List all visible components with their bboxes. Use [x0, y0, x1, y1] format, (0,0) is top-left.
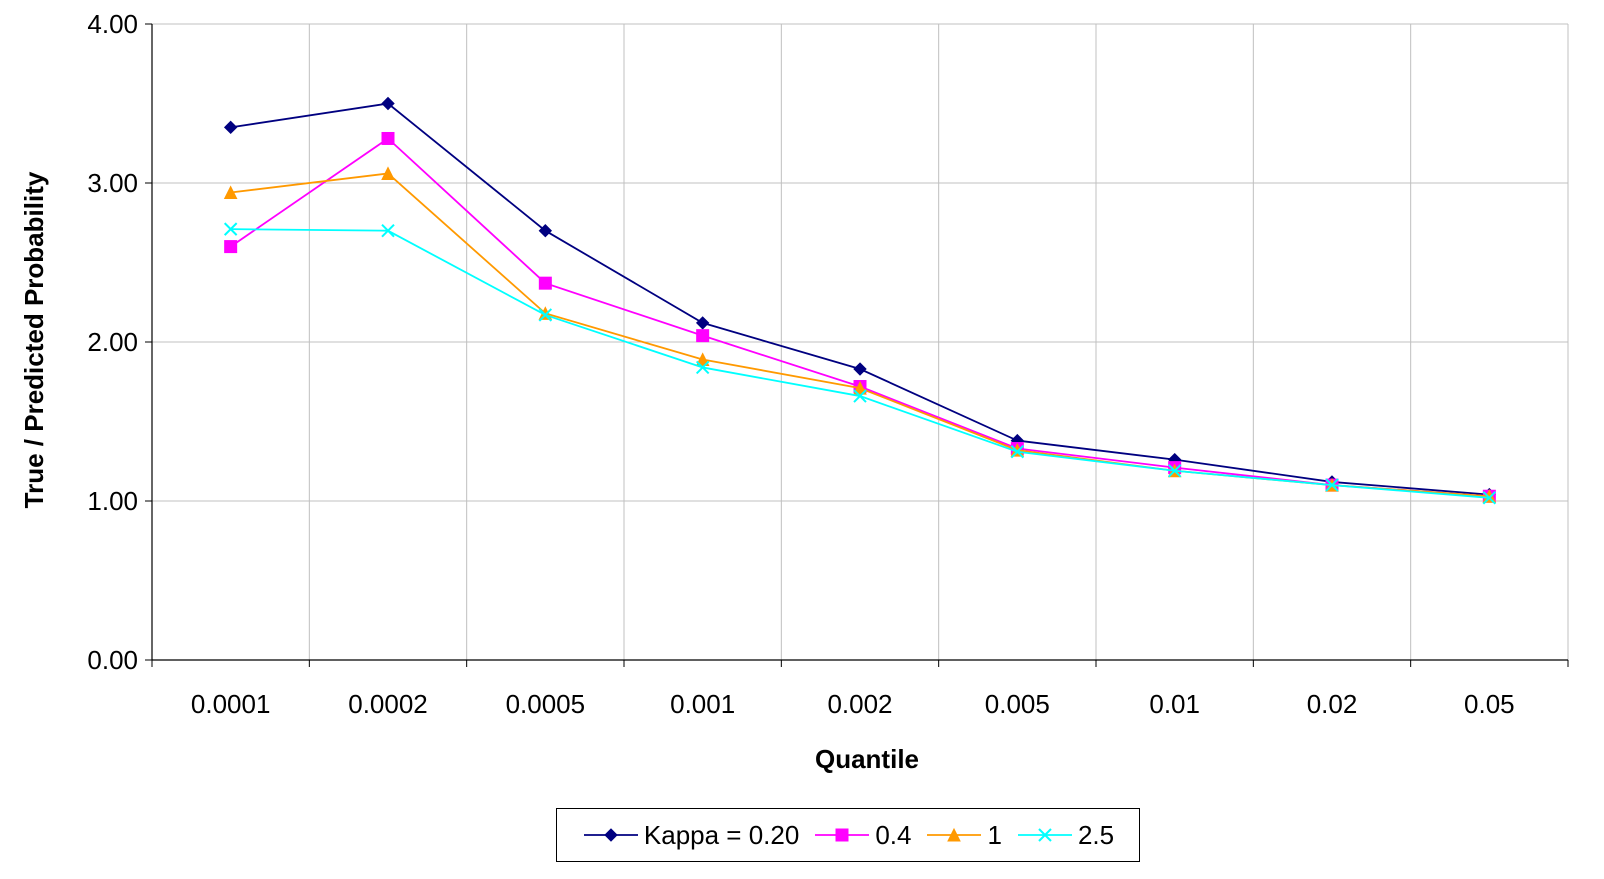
- legend-item: 1: [925, 819, 1002, 851]
- series-1: [223, 96, 1497, 502]
- legend-marker: [604, 828, 618, 842]
- marker-stroke: [695, 360, 710, 375]
- x-tick-label: 0.0005: [506, 689, 586, 719]
- x-tick-label: 0.001: [670, 689, 735, 719]
- series-4: [223, 222, 1497, 505]
- tick-labels: 0.00 1.00 2.00 3.00 4.00 0.0001 0.0002 0.0005 0.…: [87, 9, 1514, 719]
- legend-marker: [835, 828, 849, 842]
- legend-swatch: [927, 827, 982, 842]
- legend-item: 2.5: [1016, 820, 1114, 851]
- data-point: [1325, 478, 1339, 492]
- data-point: [223, 120, 238, 135]
- marker-stroke: [1038, 828, 1052, 842]
- legend-label: Kappa = 0.20: [643, 819, 800, 850]
- x-tick-label: 0.0002: [348, 689, 428, 719]
- legend-label: 0.4: [875, 819, 912, 850]
- y-tick-label: 2.00: [87, 327, 138, 357]
- series-line: [230, 137, 1490, 498]
- series-2: [224, 131, 1496, 503]
- marker-stroke: [853, 389, 867, 403]
- legend-marker: [1038, 828, 1052, 842]
- grid-lines: [152, 23, 1569, 660]
- series-line: [230, 102, 1490, 496]
- marker-stroke: [381, 223, 395, 238]
- marker-stroke: [1010, 445, 1025, 459]
- legend-swatch: [815, 828, 870, 842]
- data-point: [853, 380, 867, 395]
- series-line: [230, 172, 1490, 498]
- x-tick-label: 0.002: [827, 689, 892, 719]
- legend-item: 0.4: [813, 820, 911, 851]
- data-point: [538, 223, 553, 238]
- legend-swatch: [1017, 828, 1072, 842]
- data-point: [696, 329, 710, 343]
- y-tick-label: 0.00: [87, 645, 138, 675]
- data-point: [1010, 445, 1025, 459]
- y-tick-label: 1.00: [87, 486, 138, 516]
- x-tick-label: 0.0001: [191, 689, 271, 719]
- data-point: [223, 185, 238, 200]
- x-tick-label: 0.02: [1307, 689, 1358, 719]
- marker-stroke: [1482, 491, 1497, 505]
- x-tick-label: 0.005: [985, 689, 1050, 719]
- data-point: [223, 222, 238, 236]
- marker-stroke: [1167, 464, 1182, 478]
- data-point: [224, 240, 238, 254]
- data-point: [695, 352, 710, 366]
- data-point: [538, 276, 552, 290]
- marker-stroke: [223, 222, 238, 236]
- x-axis-title: Quantile: [815, 744, 919, 774]
- legend: Kappa = 0.20 0.4 1 2.5: [556, 808, 1140, 862]
- x-tick-label: 0.05: [1464, 689, 1515, 719]
- legend-label: 1: [987, 819, 1002, 850]
- data-point: [1482, 491, 1497, 505]
- y-axis-title: True / Predicted Probability: [19, 171, 49, 508]
- data-point: [381, 131, 395, 145]
- data-point: [853, 362, 867, 376]
- data-point: [1167, 464, 1182, 478]
- legend-swatch: [583, 828, 638, 842]
- marker-stroke: [538, 308, 553, 322]
- data-point: [853, 389, 867, 403]
- y-tick-label: 4.00: [87, 9, 138, 39]
- data-point: [381, 166, 395, 180]
- marker-stroke: [1325, 478, 1339, 492]
- data-point: [695, 316, 710, 330]
- data-point: [381, 223, 395, 238]
- series-3: [223, 166, 1497, 503]
- data-point: [538, 308, 553, 322]
- legend-item: Kappa = 0.20: [582, 820, 799, 851]
- data-point: [381, 96, 395, 111]
- data-series: [223, 96, 1497, 505]
- legend-label: 2.5: [1077, 819, 1115, 850]
- y-tick-label: 3.00: [87, 168, 138, 198]
- axes: [145, 23, 1569, 667]
- data-point: [695, 360, 710, 375]
- x-tick-label: 0.01: [1149, 689, 1200, 719]
- legend-marker: [947, 827, 962, 842]
